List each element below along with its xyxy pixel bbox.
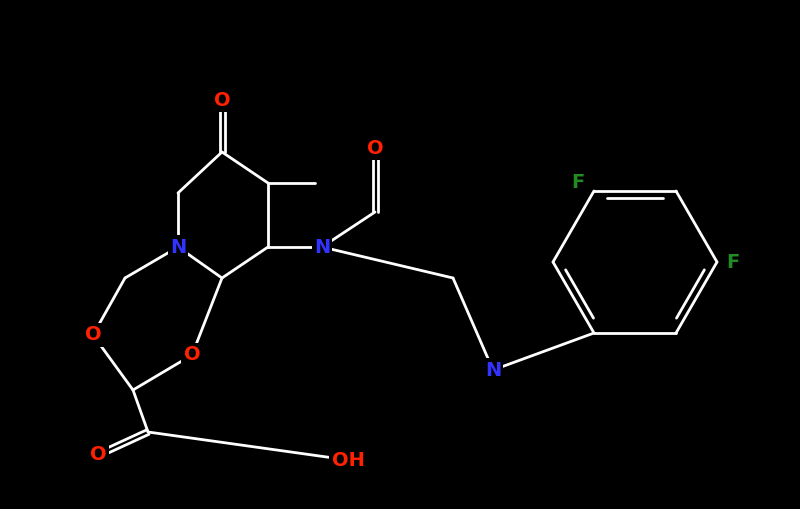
Text: O: O	[214, 91, 230, 109]
Text: O: O	[184, 346, 200, 364]
Text: O: O	[366, 138, 383, 157]
Text: OH: OH	[331, 450, 365, 469]
Text: O: O	[90, 445, 106, 465]
Text: F: F	[726, 252, 740, 271]
Text: N: N	[485, 360, 501, 380]
Text: O: O	[85, 325, 102, 345]
Text: N: N	[314, 238, 330, 257]
Text: F: F	[571, 174, 585, 192]
Text: N: N	[170, 238, 186, 257]
